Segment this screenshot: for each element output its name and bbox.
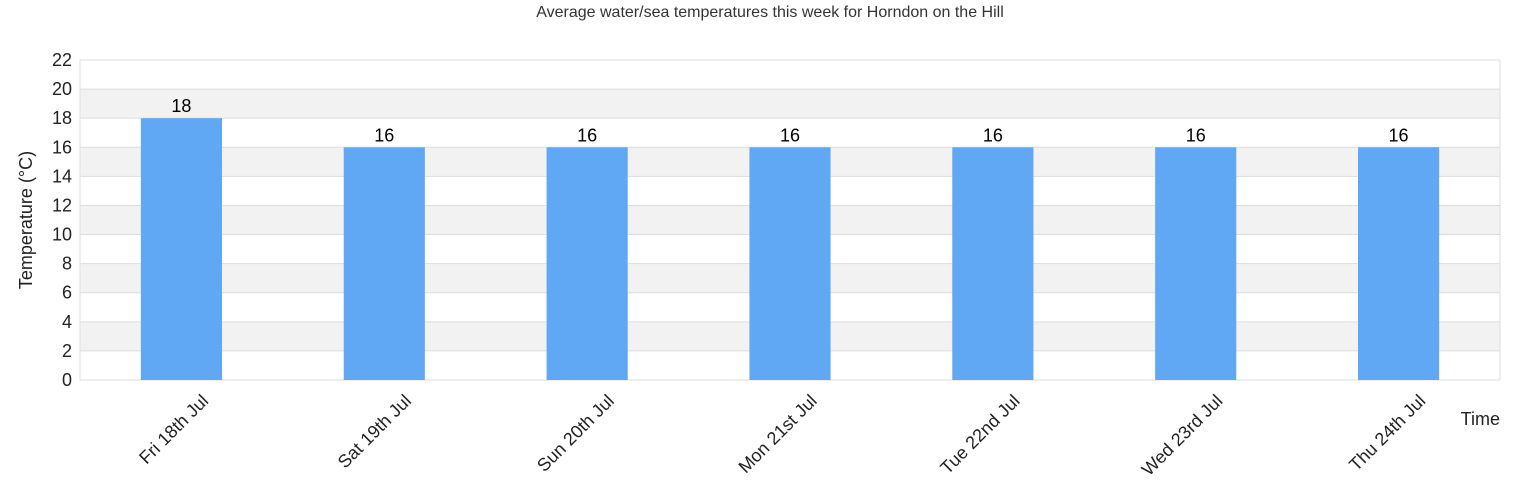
y-tick-label: 14 (52, 166, 72, 186)
bar-value-label: 18 (171, 96, 191, 116)
y-tick-label: 4 (62, 312, 72, 332)
x-axis-label: Time (1461, 409, 1500, 429)
y-axis-ticks: 0 2 4 6 8 10 12 14 16 18 20 22 (52, 50, 72, 390)
bar (546, 147, 628, 380)
y-tick-label: 6 (62, 283, 72, 303)
chart-title: Average water/sea temperatures this week… (536, 4, 1004, 21)
y-tick-label: 16 (52, 137, 72, 157)
y-tick-label: 20 (52, 79, 72, 99)
bar (749, 147, 831, 380)
x-tick-label: Mon 21st Jul (735, 391, 821, 477)
bar (1358, 147, 1440, 380)
x-tick-label: Thu 24th Jul (1345, 391, 1429, 475)
x-axis-ticks: Fri 18th Jul Sat 19th Jul Sun 20th Jul Mon … (135, 391, 1429, 480)
x-tick-label: Sun 20th Jul (533, 391, 618, 476)
bar-value-label: 16 (983, 125, 1003, 145)
bar-value-label: 16 (1186, 125, 1206, 145)
y-tick-label: 12 (52, 195, 72, 215)
y-tick-label: 8 (62, 254, 72, 274)
bar-value-label: 16 (1389, 125, 1409, 145)
y-axis-label: Temperature (°C) (16, 151, 36, 289)
x-tick-label: Wed 23rd Jul (1138, 391, 1227, 480)
x-tick-label: Sat 19th Jul (334, 391, 415, 472)
x-tick-label: Tue 22nd Jul (936, 391, 1023, 478)
bar (952, 147, 1034, 380)
y-tick-label: 0 (62, 370, 72, 390)
y-tick-label: 18 (52, 108, 72, 128)
y-tick-label: 2 (62, 341, 72, 361)
bar-value-label: 16 (374, 125, 394, 145)
bar (140, 118, 222, 380)
x-tick-label: Fri 18th Jul (135, 391, 212, 468)
y-tick-label: 22 (52, 50, 72, 70)
bar (1155, 147, 1237, 380)
bar-value-label: 16 (577, 125, 597, 145)
data-labels: 18 16 16 16 16 16 16 (171, 96, 1408, 145)
plot-band (80, 89, 1500, 119)
bar (343, 147, 425, 380)
bar-value-label: 16 (780, 125, 800, 145)
bars (140, 118, 1440, 380)
y-tick-label: 10 (52, 225, 72, 245)
